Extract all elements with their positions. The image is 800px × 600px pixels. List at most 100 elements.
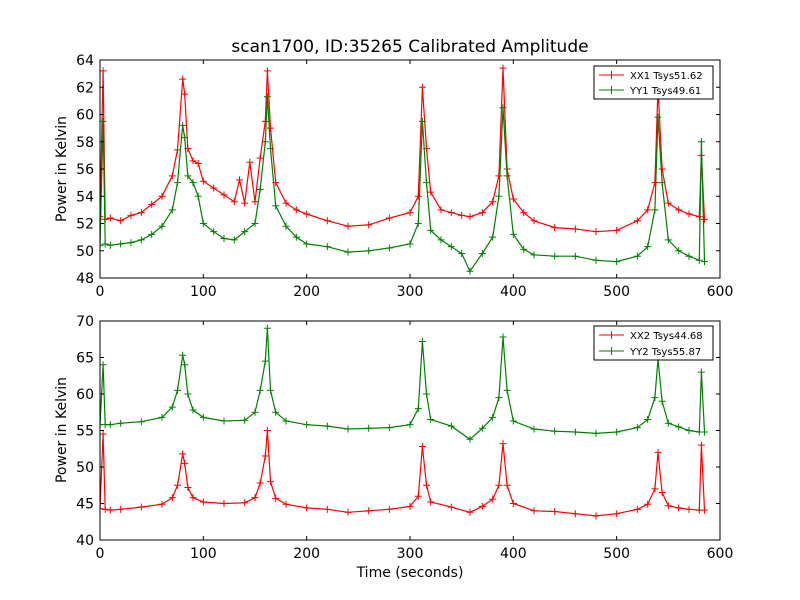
- data-point-0-1-11: [179, 121, 187, 129]
- xtick-label-1-5: 500: [603, 546, 630, 562]
- data-point-1-1-19: [263, 324, 271, 332]
- data-point-0-0-25: [261, 117, 269, 125]
- ytick-label-0-8: 64: [76, 53, 94, 69]
- data-point-1-1-45: [613, 428, 621, 436]
- data-point-0-1-14: [189, 179, 197, 187]
- data-point-0-0-52: [530, 217, 538, 225]
- data-point-1-1-22: [282, 417, 290, 425]
- data-point-1-0-44: [592, 512, 600, 520]
- data-point-1-1-20: [267, 386, 274, 394]
- data-point-0-1-55: [633, 252, 641, 260]
- data-point-1-0-37: [495, 481, 503, 489]
- data-point-0-1-58: [654, 113, 662, 121]
- data-point-0-1-13: [184, 172, 192, 180]
- data-point-1-1-28: [406, 421, 414, 429]
- data-point-0-0-55: [592, 228, 600, 236]
- data-point-1-0-42: [551, 508, 559, 516]
- top-legend-label-yy1: YY1 Tsys49.61: [629, 86, 701, 97]
- xtick-label-0-4: 400: [500, 284, 527, 300]
- data-point-0-1-56: [644, 243, 652, 251]
- data-point-0-0-31: [303, 210, 311, 218]
- data-point-1-1-18: [261, 357, 269, 365]
- data-point-0-1-60: [664, 236, 672, 244]
- data-point-0-1-63: [695, 256, 703, 264]
- data-point-0-0-14: [189, 157, 197, 165]
- data-point-0-1-40: [447, 243, 455, 251]
- data-point-1-0-20: [267, 478, 274, 486]
- bottom-xlabel: Time (seconds): [356, 565, 464, 581]
- data-point-0-0-32: [323, 217, 331, 225]
- data-point-0-0-16: [199, 177, 207, 185]
- data-point-0-1-49: [520, 245, 528, 253]
- data-point-0-0-61: [658, 165, 666, 173]
- data-point-0-0-45: [478, 209, 486, 217]
- bottom-legend-frame: [593, 325, 714, 361]
- data-point-1-1-39: [503, 386, 511, 394]
- bottom-legend-label-xx2: XX2 Tsys44.68: [630, 331, 703, 342]
- data-point-1-1-6: [158, 413, 166, 421]
- data-point-1-0-53: [685, 505, 693, 513]
- data-point-0-1-3: [106, 241, 114, 249]
- data-point-0-1-38: [427, 226, 435, 234]
- data-point-1-0-11: [184, 483, 192, 491]
- data-point-0-0-6: [137, 209, 145, 217]
- data-point-0-0-47: [495, 172, 503, 180]
- data-point-1-0-50: [658, 489, 666, 497]
- data-point-1-0-12: [189, 494, 197, 502]
- data-point-1-0-17: [256, 479, 264, 487]
- data-point-0-1-44: [489, 233, 497, 241]
- data-point-0-1-39: [437, 236, 445, 244]
- data-point-1-1-33: [447, 422, 455, 430]
- data-point-0-1-32: [365, 247, 373, 255]
- data-point-0-0-35: [385, 214, 393, 222]
- data-point-0-0-9: [168, 172, 176, 180]
- data-point-0-1-61: [675, 247, 683, 255]
- data-point-1-0-41: [530, 507, 538, 515]
- bottom-axes: 0 100 200 300 400 500 600 40 45 50 55 60 65 70: [76, 314, 733, 562]
- data-point-0-0-3: [106, 214, 114, 222]
- ytick-label-1-5: 65: [76, 351, 94, 367]
- data-point-0-1-20: [241, 228, 249, 236]
- figure-title: scan1700, ID:35265 Calibrated Amplitude: [231, 37, 588, 57]
- xtick-label-1-0: 0: [96, 546, 105, 562]
- data-point-0-0-67: [701, 215, 708, 223]
- data-point-1-0-56: [701, 506, 708, 514]
- ytick-label-0-1: 50: [76, 244, 94, 260]
- ytick-label-0-6: 60: [76, 108, 94, 124]
- data-point-0-0-33: [344, 222, 352, 230]
- data-point-1-0-35: [478, 502, 486, 510]
- data-point-1-1-34: [466, 435, 474, 443]
- data-point-0-1-24: [263, 93, 271, 101]
- ytick-label-1-0: 40: [76, 533, 94, 549]
- data-point-1-1-25: [344, 425, 352, 433]
- data-point-0-1-37: [423, 179, 431, 187]
- xtick-label-1-4: 400: [500, 546, 527, 562]
- data-point-0-1-9: [168, 206, 176, 214]
- data-point-1-0-52: [675, 504, 683, 512]
- data-point-0-0-10: [174, 146, 181, 154]
- data-point-1-0-46: [633, 505, 641, 513]
- data-point-1-1-14: [220, 417, 228, 425]
- data-point-1-1-31: [423, 390, 431, 398]
- data-point-0-0-18: [220, 191, 228, 199]
- data-point-1-0-47: [644, 500, 652, 508]
- data-point-0-0-54: [571, 225, 579, 233]
- data-point-1-1-32: [427, 416, 435, 424]
- data-point-1-0-15: [241, 499, 249, 507]
- data-point-1-1-37: [495, 394, 503, 402]
- data-point-0-1-1: [100, 117, 107, 125]
- data-point-1-1-41: [530, 425, 538, 433]
- data-point-0-0-0: [100, 213, 104, 221]
- data-point-0-0-15: [194, 160, 202, 168]
- data-point-1-1-3: [106, 421, 114, 429]
- data-point-0-0-40: [427, 188, 435, 196]
- data-point-0-1-2: [101, 240, 109, 248]
- data-point-0-1-7: [148, 230, 156, 238]
- data-point-0-0-53: [551, 224, 559, 232]
- series-line-1-0: [100, 430, 706, 517]
- data-point-0-0-48: [499, 64, 507, 72]
- data-point-1-0-55: [697, 441, 705, 449]
- data-point-1-1-35: [478, 424, 486, 432]
- data-point-0-1-64: [697, 138, 705, 146]
- data-point-1-1-36: [489, 413, 497, 421]
